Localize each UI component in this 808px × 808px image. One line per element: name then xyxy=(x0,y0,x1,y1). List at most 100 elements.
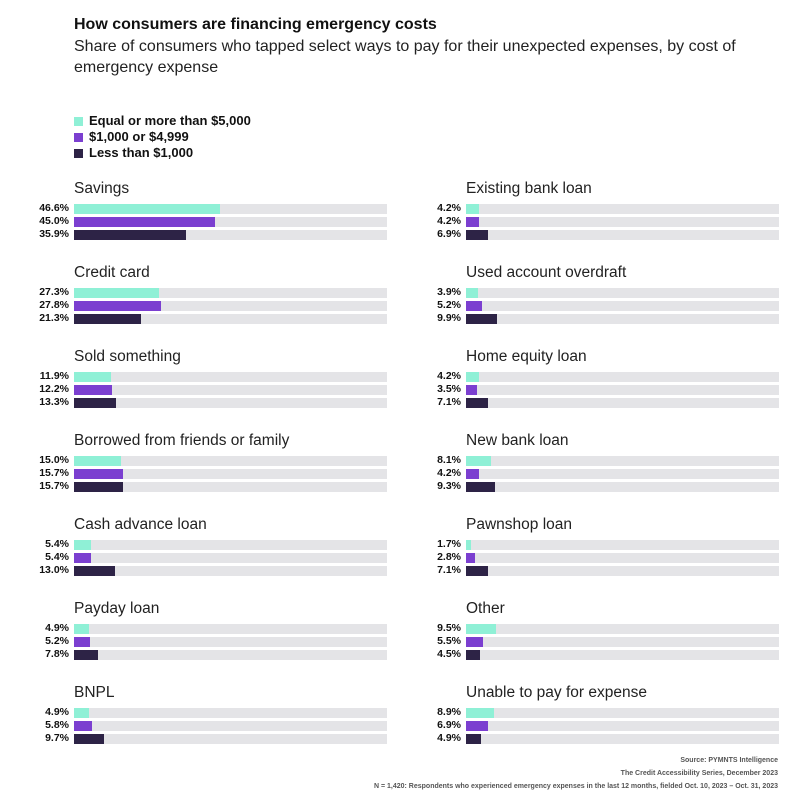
bar-track: 7.1% xyxy=(437,564,779,576)
bar-track: 1.7% xyxy=(437,538,779,550)
legend-swatch xyxy=(74,116,83,126)
data-label: 4.9% xyxy=(45,706,69,718)
bar xyxy=(74,553,91,563)
data-label: 35.9% xyxy=(39,228,69,240)
legend-item: Equal or more than $5,000 xyxy=(74,113,251,129)
bar-track: 46.6% xyxy=(39,202,387,214)
data-label: 4.5% xyxy=(437,648,461,660)
bar xyxy=(74,624,90,634)
bar-track: 5.2% xyxy=(437,299,779,311)
bar xyxy=(74,372,112,382)
bar-track: 4.2% xyxy=(437,370,779,382)
data-label: 27.8% xyxy=(39,299,69,311)
data-label: 7.1% xyxy=(437,564,461,576)
bar-track: 4.5% xyxy=(437,648,779,660)
bar xyxy=(74,721,93,731)
bar xyxy=(466,624,496,634)
bar-track: 6.9% xyxy=(437,719,779,731)
chart-subtitle: Share of consumers who tapped select way… xyxy=(74,38,736,76)
bar xyxy=(466,540,472,550)
bar-track: 2.8% xyxy=(437,551,779,563)
bar-track: 9.7% xyxy=(45,732,387,744)
bar xyxy=(74,540,91,550)
bar-track: 45.0% xyxy=(39,215,387,227)
bar xyxy=(466,398,489,408)
data-label: 45.0% xyxy=(39,215,69,227)
category-label: Borrowed from friends or family xyxy=(74,432,290,449)
category-label: Existing bank loan xyxy=(466,180,592,197)
data-label: 1.7% xyxy=(437,538,461,550)
bar xyxy=(74,566,115,576)
data-label: 8.9% xyxy=(437,706,461,718)
data-label: 12.2% xyxy=(39,383,69,395)
bar xyxy=(466,734,482,744)
bar-track: 4.2% xyxy=(437,467,779,479)
bar xyxy=(74,482,124,492)
legend-item: $1,000 or $4,999 xyxy=(74,129,251,145)
category-label: Used account overdraft xyxy=(466,264,627,281)
bar xyxy=(74,637,91,647)
bar-track: 9.3% xyxy=(437,480,779,492)
bar xyxy=(466,650,481,660)
bar-track: 4.9% xyxy=(45,622,387,634)
bar-track: 3.9% xyxy=(437,286,779,298)
bar-track: 7.1% xyxy=(437,396,779,408)
legend-label: Equal or more than $5,000 xyxy=(89,113,251,128)
data-label: 13.3% xyxy=(39,396,69,408)
bar xyxy=(74,301,161,311)
data-label: 9.7% xyxy=(45,732,69,744)
legend-item: Less than $1,000 xyxy=(74,145,251,161)
data-label: 4.9% xyxy=(437,732,461,744)
bar-track: 4.9% xyxy=(437,732,779,744)
data-label: 15.7% xyxy=(39,480,69,492)
category-label: Credit card xyxy=(74,264,150,281)
data-label: 7.8% xyxy=(45,648,69,660)
bar xyxy=(466,372,480,382)
data-label: 11.9% xyxy=(39,370,69,382)
bar-track: 13.3% xyxy=(39,396,387,408)
data-label: 4.2% xyxy=(437,467,461,479)
bar xyxy=(466,288,479,298)
footer-series: The Credit Accessibility Series, Decembe… xyxy=(620,770,778,777)
data-label: 8.1% xyxy=(437,454,461,466)
bar xyxy=(466,708,494,718)
data-label: 9.9% xyxy=(437,312,461,324)
bar xyxy=(466,482,496,492)
category-label: Pawnshop loan xyxy=(466,516,572,533)
category-label: Home equity loan xyxy=(466,348,587,365)
category-label: Other xyxy=(466,600,505,617)
data-label: 2.8% xyxy=(437,551,461,563)
bar xyxy=(74,217,215,227)
data-label: 5.2% xyxy=(45,635,69,647)
bar-track: 9.5% xyxy=(437,622,779,634)
bar xyxy=(74,469,124,479)
bar-track: 9.9% xyxy=(437,312,779,324)
bar-track: 4.2% xyxy=(437,202,779,214)
bar xyxy=(466,301,483,311)
data-label: 6.9% xyxy=(437,228,461,240)
data-label: 4.9% xyxy=(45,622,69,634)
data-label: 4.2% xyxy=(437,215,461,227)
bar-track: 5.4% xyxy=(45,538,387,550)
data-label: 3.9% xyxy=(437,286,461,298)
category-label: Payday loan xyxy=(74,600,160,617)
bar-track: 27.8% xyxy=(39,299,387,311)
bar-track: 8.1% xyxy=(437,454,779,466)
data-label: 5.8% xyxy=(45,719,69,731)
data-label: 5.5% xyxy=(437,635,461,647)
bar-track: 11.9% xyxy=(40,370,387,382)
bar xyxy=(466,566,489,576)
legend-swatch xyxy=(74,132,83,142)
bar xyxy=(74,708,90,718)
data-label: 7.1% xyxy=(437,396,461,408)
footer-note: N = 1,420: Respondents who experienced e… xyxy=(373,783,778,790)
bar-track: 15.0% xyxy=(39,454,387,466)
bar xyxy=(466,230,488,240)
bar-track: 5.2% xyxy=(45,635,387,647)
bar xyxy=(466,204,480,214)
data-label: 4.2% xyxy=(437,202,461,214)
bar-track: 6.9% xyxy=(437,228,779,240)
legend-label: Less than $1,000 xyxy=(89,145,194,160)
bar xyxy=(74,398,116,408)
